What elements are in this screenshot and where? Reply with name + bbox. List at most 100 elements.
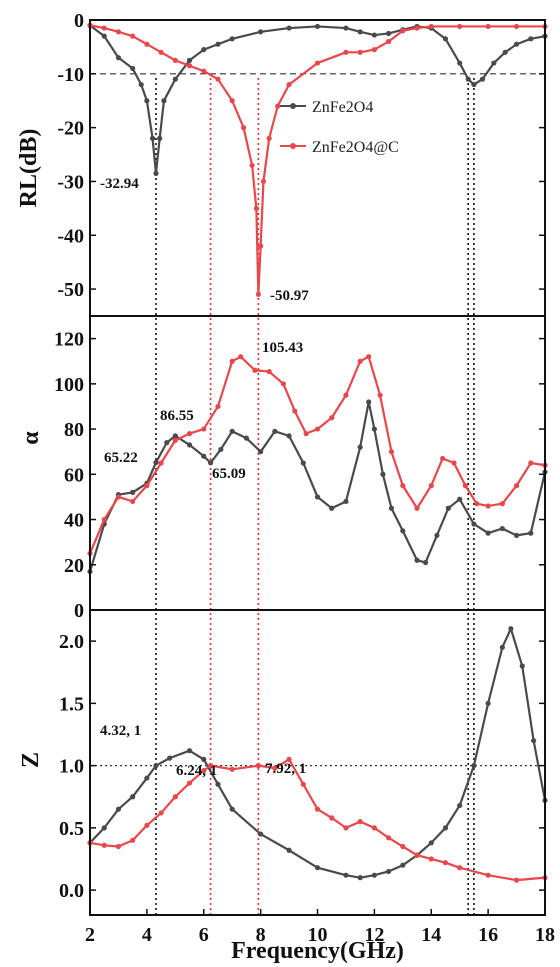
panel-z: 0.0 0.5 1.0 1.5 2.0 Z 4.32, 1 6.24, 1 7.92, 1 — [18, 626, 548, 902]
data-point — [508, 626, 514, 632]
series-line — [89, 627, 547, 879]
data-point — [138, 81, 144, 88]
data-point — [314, 494, 321, 500]
data-point — [471, 521, 477, 527]
data-point — [314, 23, 321, 30]
data-point — [457, 802, 463, 809]
data-point — [502, 49, 508, 55]
data-point — [414, 25, 420, 31]
data-point — [357, 358, 363, 364]
data-point — [513, 532, 520, 538]
data-point — [357, 444, 363, 450]
data-point — [400, 528, 406, 534]
data-point — [258, 831, 264, 837]
data-point — [400, 28, 406, 34]
data-point — [442, 825, 449, 831]
data-point — [371, 426, 377, 432]
data-point — [272, 765, 278, 771]
data-point — [366, 354, 372, 360]
data-point — [491, 60, 497, 66]
data-point — [115, 806, 122, 812]
data-point — [172, 437, 178, 443]
data-point — [229, 806, 235, 812]
data-point — [528, 460, 534, 466]
data-point — [528, 530, 534, 536]
data-point — [144, 483, 150, 489]
data-point — [130, 498, 136, 505]
data-point — [366, 399, 372, 405]
legend-label: ZnFe2O4 — [312, 99, 373, 116]
series-rl-znfe2o4 — [87, 22, 548, 176]
data-point — [201, 47, 207, 53]
y-tick-label: 0.0 — [59, 880, 84, 902]
data-point — [275, 103, 281, 109]
data-point — [229, 36, 235, 42]
data-point — [286, 756, 292, 762]
data-point — [172, 57, 178, 63]
data-point — [186, 748, 193, 754]
data-point — [266, 135, 272, 141]
y-tick-label: 0 — [74, 10, 84, 32]
data-point — [201, 756, 207, 762]
data-point — [445, 505, 451, 511]
data-point — [422, 559, 429, 566]
series-alpha-znfe2o4-c — [87, 354, 548, 557]
x-tick-label: 14 — [421, 924, 441, 946]
data-point — [172, 794, 178, 800]
y-axis-title-z: Z — [18, 752, 44, 768]
data-point — [528, 36, 534, 42]
data-point — [280, 381, 286, 387]
data-point — [186, 431, 193, 437]
data-point — [357, 819, 363, 825]
data-point — [385, 868, 392, 875]
data-point — [258, 243, 264, 249]
x-tick-label: 8 — [256, 924, 266, 946]
data-point — [434, 532, 440, 538]
data-point — [186, 57, 193, 63]
y-tick-label: 60 — [64, 464, 84, 486]
data-point — [513, 877, 520, 883]
data-point — [499, 525, 505, 532]
data-point — [371, 32, 377, 38]
data-point — [130, 65, 136, 72]
data-point — [238, 354, 244, 360]
series-alpha-znfe2o4 — [87, 399, 548, 575]
data-point — [115, 843, 122, 850]
data-point — [153, 170, 159, 176]
data-point — [314, 426, 321, 432]
annotation: 86.55 — [160, 408, 194, 424]
data-point — [164, 440, 170, 446]
data-point — [201, 767, 207, 774]
data-point — [101, 825, 107, 831]
legend-swatch-marker — [290, 103, 296, 109]
data-point — [499, 501, 505, 507]
data-point — [414, 557, 420, 563]
data-point — [457, 60, 463, 66]
data-point — [215, 781, 221, 787]
y-tick-label: -30 — [57, 171, 84, 193]
data-point — [388, 505, 395, 511]
data-point — [314, 60, 321, 66]
y-tick-label: 100 — [54, 374, 84, 396]
annotation: 7.92, 1 — [265, 761, 306, 777]
data-point — [201, 453, 207, 459]
data-point — [115, 55, 122, 61]
data-point — [161, 98, 167, 104]
legend-entry: ZnFe2O4 — [280, 99, 373, 116]
data-point — [229, 358, 235, 364]
data-point — [229, 98, 235, 104]
data-point — [240, 125, 247, 131]
data-point — [243, 435, 250, 441]
data-point — [201, 68, 207, 74]
x-axis-title: Frequency(GHz) — [231, 938, 404, 964]
data-point — [229, 428, 235, 434]
data-point — [471, 763, 477, 769]
y-tick-label: 1.0 — [59, 756, 84, 778]
x-tick-label: 2 — [85, 924, 95, 946]
data-point — [115, 29, 122, 35]
data-point — [144, 775, 150, 781]
data-point — [380, 471, 386, 477]
data-point — [377, 392, 383, 398]
data-point — [186, 442, 193, 448]
